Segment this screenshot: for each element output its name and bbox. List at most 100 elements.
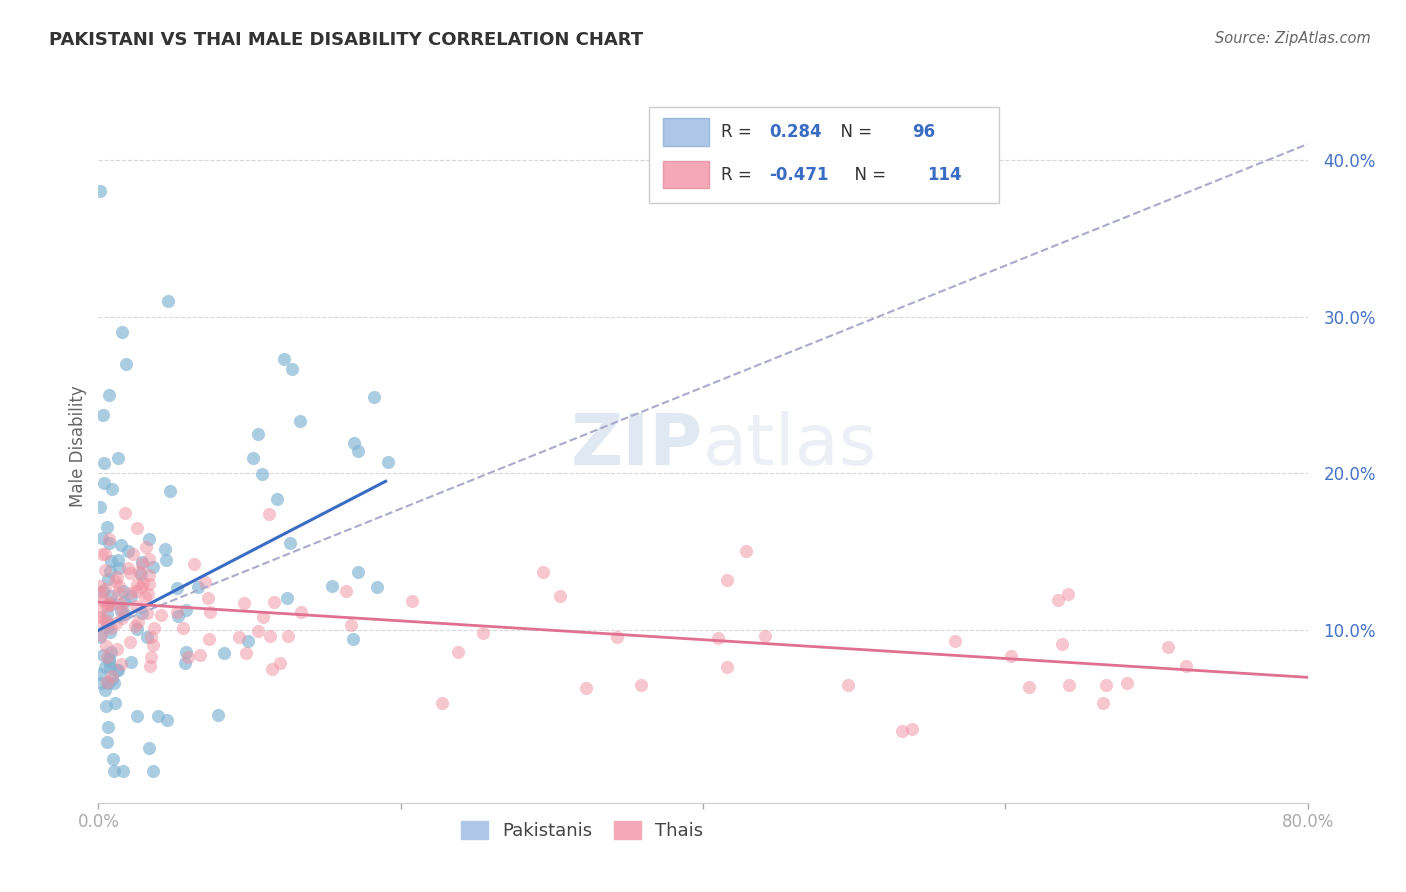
Point — [194, 574, 217, 589]
Point — [90, 615, 112, 629]
Point — [91, 531, 114, 545]
Point — [100, 554, 122, 568]
Point — [125, 622, 148, 636]
Point — [103, 676, 125, 690]
Point — [97, 652, 120, 666]
Point — [472, 626, 495, 640]
Point — [104, 574, 127, 588]
Point — [111, 326, 134, 340]
Point — [335, 583, 357, 598]
Point — [290, 605, 312, 619]
Point — [120, 635, 142, 649]
Point — [321, 578, 343, 592]
Text: ZIP: ZIP — [571, 411, 703, 481]
Point — [98, 654, 121, 668]
Point — [98, 564, 121, 578]
Point — [197, 632, 219, 646]
Point — [197, 591, 219, 606]
Point — [96, 675, 118, 690]
Point — [91, 409, 114, 423]
Point — [125, 583, 148, 598]
Point — [366, 580, 388, 594]
Point — [96, 599, 118, 613]
Point — [89, 666, 111, 681]
Point — [91, 648, 114, 663]
Point — [108, 561, 131, 575]
Text: atlas: atlas — [703, 411, 877, 481]
Point — [716, 659, 738, 673]
Point — [89, 586, 111, 600]
Point — [89, 579, 111, 593]
Point — [1018, 680, 1040, 694]
Point — [135, 607, 157, 621]
Point — [250, 467, 273, 482]
Point — [155, 553, 177, 567]
Point — [111, 611, 134, 625]
Point — [138, 741, 160, 756]
Point — [252, 610, 274, 624]
Point — [278, 536, 301, 550]
Point — [1059, 678, 1081, 692]
Point — [112, 595, 135, 609]
Point — [247, 624, 270, 639]
Point — [159, 483, 181, 498]
Point — [90, 628, 112, 642]
Point — [96, 639, 118, 653]
Point — [97, 595, 120, 609]
Point — [138, 551, 160, 566]
Point — [93, 683, 115, 698]
Point — [112, 764, 135, 779]
Point — [110, 657, 132, 672]
Text: R =: R = — [721, 123, 758, 141]
Point — [153, 541, 176, 556]
Point — [93, 456, 115, 470]
Text: PAKISTANI VS THAI MALE DISABILITY CORRELATION CHART: PAKISTANI VS THAI MALE DISABILITY CORREL… — [49, 31, 644, 49]
Point — [135, 540, 157, 554]
Point — [89, 630, 111, 644]
Point — [207, 707, 229, 722]
Point — [93, 476, 115, 491]
Point — [96, 613, 118, 627]
Point — [125, 599, 148, 614]
Point — [1157, 640, 1180, 654]
Point — [128, 566, 150, 580]
Point — [142, 621, 165, 635]
Point — [734, 544, 756, 558]
Point — [93, 582, 115, 597]
Point — [101, 672, 124, 686]
Point — [101, 751, 124, 765]
Point — [1115, 676, 1137, 690]
Point — [1047, 593, 1070, 607]
Point — [228, 630, 250, 644]
Point — [118, 586, 141, 600]
Point — [754, 629, 776, 643]
Point — [363, 390, 385, 404]
Point — [98, 536, 121, 550]
Point — [138, 659, 160, 673]
Point — [97, 597, 120, 611]
Point — [100, 645, 122, 659]
Point — [101, 482, 124, 496]
Point — [138, 577, 160, 591]
Point — [103, 764, 125, 779]
Point — [117, 561, 139, 575]
Point — [233, 596, 256, 610]
Point — [142, 559, 165, 574]
Point — [174, 656, 197, 670]
Point — [97, 388, 120, 402]
Point — [107, 553, 129, 567]
Point — [138, 532, 160, 546]
Point — [111, 602, 134, 616]
Point — [89, 603, 111, 617]
Point — [91, 593, 114, 607]
Point — [139, 650, 162, 665]
Point — [105, 663, 128, 677]
Point — [401, 594, 423, 608]
Point — [269, 656, 291, 670]
Point — [129, 581, 152, 595]
Text: 0.284: 0.284 — [769, 123, 823, 141]
Point — [150, 607, 173, 622]
Point — [97, 572, 120, 586]
Point — [837, 678, 859, 692]
Point — [91, 547, 114, 561]
